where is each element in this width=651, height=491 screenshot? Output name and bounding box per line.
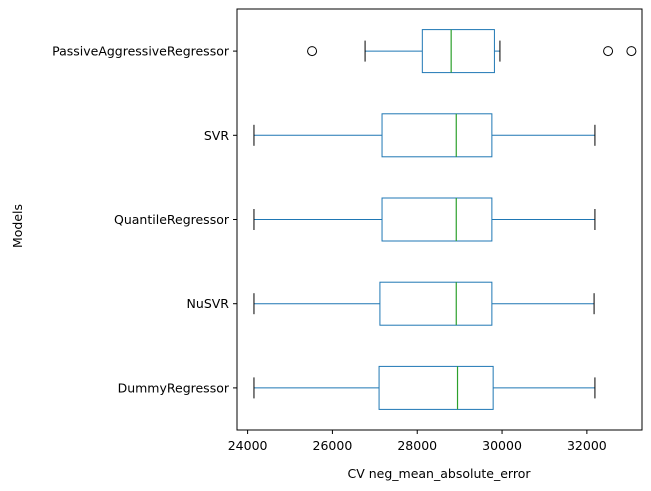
x-tick-label: 32000 — [567, 438, 607, 453]
y-axis-label: Models — [10, 204, 25, 248]
box-group — [253, 113, 596, 158]
box-group — [253, 197, 596, 242]
outlier-point — [626, 46, 637, 57]
y-tick-label: NuSVR — [187, 296, 230, 311]
iqr-box — [381, 113, 493, 158]
plot-marks — [253, 29, 637, 410]
x-tick-label: 26000 — [313, 438, 353, 453]
y-tick-label: SVR — [204, 128, 229, 143]
y-axis-ticks: PassiveAggressiveRegressor SVR QuantileReg… — [52, 44, 237, 395]
y-tick-label: PassiveAggressiveRegressor — [52, 44, 230, 59]
y-tick-label: QuantileRegressor — [114, 212, 230, 227]
x-tick-label: 24000 — [228, 438, 268, 453]
iqr-box — [421, 29, 495, 74]
box-group — [253, 365, 596, 410]
box-group — [307, 29, 637, 74]
x-tick-label: 28000 — [397, 438, 437, 453]
iqr-box — [378, 365, 494, 410]
x-tick-label: 30000 — [482, 438, 522, 453]
x-axis-ticks: 24000 26000 28000 30000 32000 — [228, 430, 607, 453]
x-axis-label: CV neg_mean_absolute_error — [347, 466, 531, 481]
y-tick-label: DummyRegressor — [118, 380, 230, 395]
iqr-box — [381, 197, 493, 242]
outlier-point — [307, 46, 318, 57]
outlier-point — [603, 46, 614, 57]
box-group — [253, 281, 595, 326]
iqr-box — [379, 281, 493, 326]
